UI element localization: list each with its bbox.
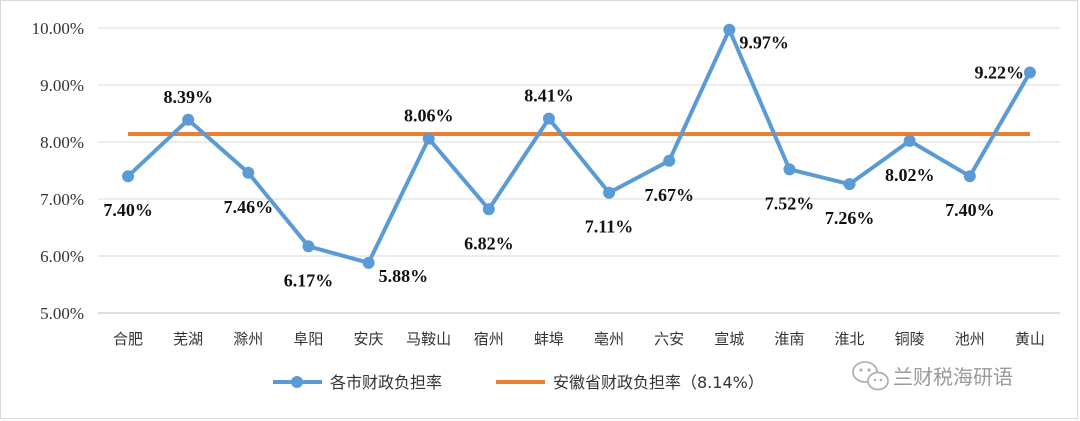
y-tick-label: 6.00%	[40, 247, 84, 266]
data-label: 6.17%	[284, 270, 334, 290]
data-label: 7.52%	[765, 193, 815, 213]
x-tick-label: 阜阳	[293, 330, 323, 348]
data-point	[302, 240, 315, 253]
x-tick-label: 铜陵	[895, 330, 925, 348]
data-point	[242, 166, 255, 179]
legend-marker-city	[291, 376, 303, 388]
x-tick-label: 马鞍山	[406, 330, 451, 348]
data-label: 8.06%	[404, 106, 454, 126]
data-point	[122, 170, 135, 183]
watermark: 兰财税海研语	[852, 361, 1013, 391]
x-tick-label: 合肥	[113, 330, 143, 348]
data-point	[723, 23, 736, 36]
data-label: 7.67%	[644, 185, 694, 205]
data-label: 9.97%	[739, 33, 789, 53]
legend-label-province: 安徽省财政负担率（8.14%）	[553, 373, 764, 392]
x-tick-label: 淮南	[774, 330, 804, 348]
data-label: 5.88%	[379, 266, 429, 286]
legend: 各市财政负担率 安徽省财政负担率（8.14%）	[273, 373, 764, 392]
x-tick-label: 安庆	[354, 330, 384, 348]
data-point	[362, 256, 375, 269]
y-tick-label: 5.00%	[40, 304, 84, 323]
city-series-line	[126, 27, 1032, 265]
legend-label-city: 各市财政负担率	[330, 373, 442, 392]
data-label: 6.82%	[464, 233, 514, 253]
data-label: 8.41%	[524, 86, 574, 106]
data-point	[783, 163, 796, 176]
x-tick-label: 芜湖	[173, 330, 203, 348]
x-tick-label: 蚌埠	[534, 330, 564, 348]
y-tick-label: 9.00%	[40, 76, 84, 95]
data-point	[182, 113, 195, 126]
x-tick-label: 池州	[955, 330, 985, 348]
data-label: 7.40%	[945, 200, 995, 220]
x-tick-label: 宿州	[474, 330, 504, 348]
data-label: 9.22%	[974, 62, 1024, 82]
data-labels: 7.40% 8.39% 7.46% 6.17% 5.88% 8.06% 6.82% 8.41%…	[103, 33, 1024, 291]
grid-lines	[98, 27, 1060, 314]
y-tick-label: 8.00%	[40, 133, 84, 152]
data-label: 7.11%	[585, 217, 634, 237]
data-label: 8.02%	[885, 165, 935, 185]
x-tick-label: 滁州	[233, 330, 263, 348]
data-point	[1023, 66, 1036, 79]
x-tick-label: 黄山	[1015, 330, 1045, 348]
y-axis-ticks: 5.00% 6.00% 7.00% 8.00% 9.00% 10.00%	[32, 19, 84, 323]
data-label: 7.40%	[103, 200, 153, 220]
x-tick-label: 宣城	[714, 330, 744, 348]
watermark-text: 兰财税海研语	[893, 365, 1013, 389]
x-tick-label: 六安	[654, 330, 684, 348]
data-point	[542, 112, 555, 125]
x-tick-label: 淮北	[835, 330, 865, 348]
x-tick-label: 亳州	[594, 330, 624, 348]
y-tick-label: 10.00%	[32, 19, 84, 38]
data-point	[963, 170, 976, 183]
city-series	[122, 23, 1036, 269]
data-label: 7.46%	[224, 197, 274, 217]
wechat-icon	[852, 361, 889, 391]
y-tick-label: 7.00%	[40, 190, 84, 209]
data-point	[603, 186, 616, 199]
data-point	[482, 203, 495, 216]
data-point	[843, 178, 856, 191]
data-label: 8.39%	[163, 87, 213, 107]
data-label: 7.26%	[825, 208, 875, 228]
data-point	[663, 154, 676, 167]
data-point	[422, 132, 435, 145]
data-point	[903, 134, 916, 147]
x-axis-ticks: 合肥 芜湖 滁州 阜阳 安庆 马鞍山 宿州 蚌埠 亳州 六安 宣城 淮南 淮北 铜陵 池州 黄山	[113, 330, 1045, 348]
